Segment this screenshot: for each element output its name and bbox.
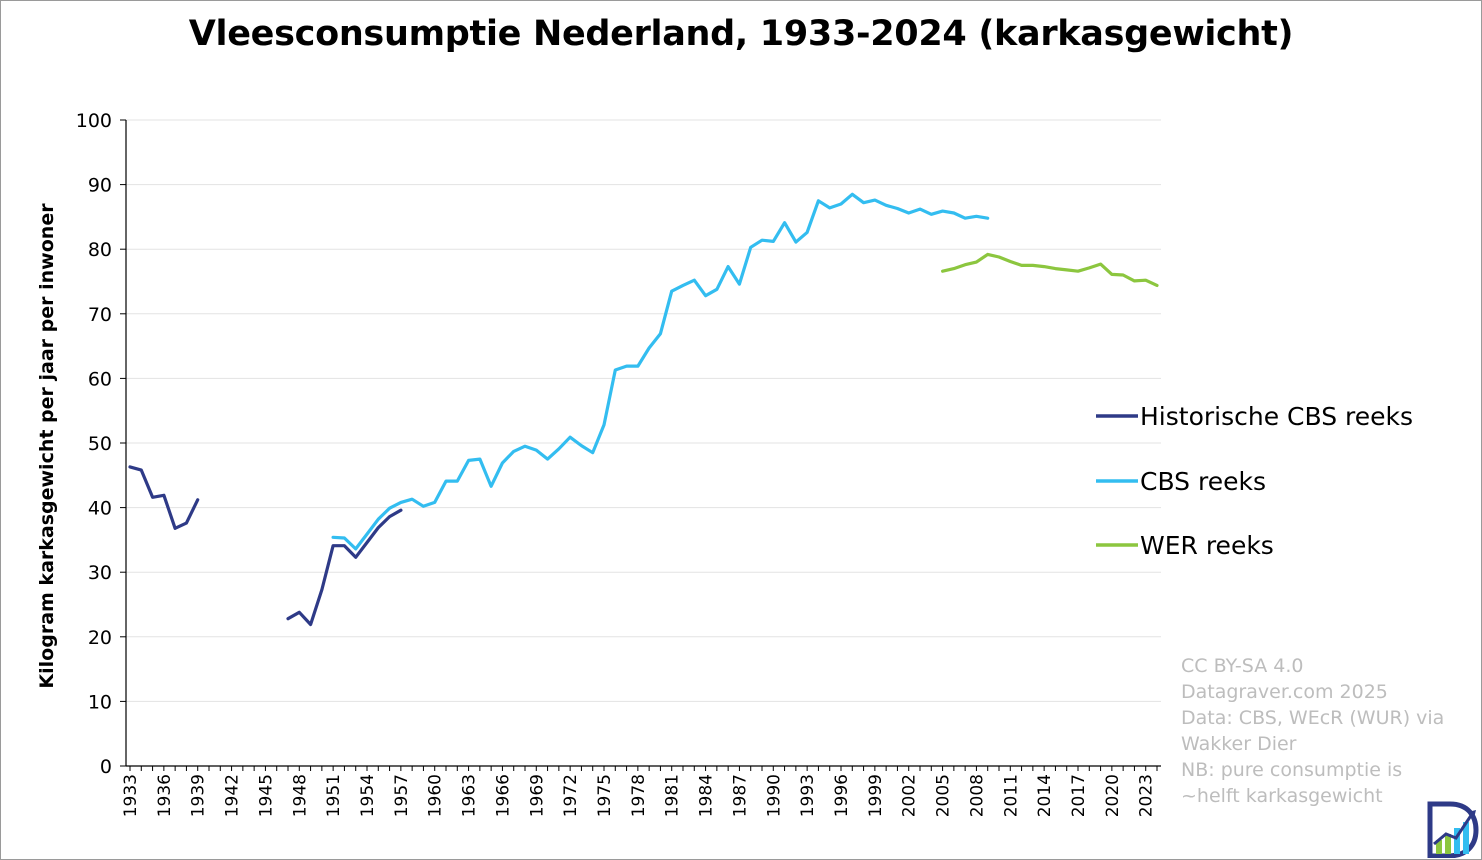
x-tick-label-1942: 1942 (223, 774, 243, 817)
y-tick-label-0: 0 (100, 756, 112, 778)
y-tick-label-40: 40 (88, 498, 112, 520)
x-tick-label-2023: 2023 (1137, 774, 1157, 817)
x-tick-label-1936: 1936 (155, 774, 175, 817)
x-tick-label-1960: 1960 (426, 774, 446, 817)
note-text: NB: pure consumptie is (1181, 759, 1403, 781)
legend-item-1[interactable]: CBS reeks (1096, 467, 1266, 496)
y-tick-label-80: 80 (88, 239, 112, 261)
y-axis-ticks: 0 10 20 30 40 50 60 70 80 90 100 (76, 110, 126, 778)
x-tick-label-2011: 2011 (1001, 774, 1021, 817)
legend-label-2: WER reeks (1140, 531, 1274, 560)
x-tick-label-2002: 2002 (900, 774, 920, 817)
x-tick-label-1969: 1969 (527, 774, 547, 817)
x-tick-label-1939: 1939 (189, 774, 209, 817)
y-tick-label-50: 50 (88, 433, 112, 455)
x-tick-label-1972: 1972 (561, 774, 581, 817)
legend-item-0[interactable]: Historische CBS reeks (1096, 402, 1413, 431)
series-line-1-segment-0 (331, 192, 990, 551)
x-tick-label-1993: 1993 (798, 774, 818, 817)
note-text-cont: ~helft karkasgewicht (1181, 785, 1383, 807)
legend-label-1: CBS reeks (1140, 467, 1266, 496)
x-tick-label-1981: 1981 (663, 774, 683, 817)
x-tick-label-1975: 1975 (595, 774, 615, 817)
y-tick-label-90: 90 (88, 175, 112, 197)
license-text: CC BY-SA 4.0 (1181, 655, 1304, 677)
series-lines (128, 192, 1159, 627)
credits-block: CC BY-SA 4.0 Datagraver.com 2025 Data: C… (1181, 653, 1481, 809)
site-text: Datagraver.com 2025 (1181, 681, 1388, 703)
series-line-0-segment-1 (286, 508, 403, 627)
x-tick-label-1954: 1954 (358, 774, 378, 817)
y-tick-label-60: 60 (88, 368, 112, 390)
x-tick-label-2020: 2020 (1103, 774, 1123, 817)
series-line-0-segment-0 (128, 465, 200, 530)
x-tick-label-2017: 2017 (1069, 774, 1089, 817)
x-tick-label-1978: 1978 (629, 774, 649, 817)
x-tick-label-2005: 2005 (934, 774, 954, 817)
y-tick-label-30: 30 (88, 562, 112, 584)
x-tick-label-1948: 1948 (290, 774, 310, 817)
source-text: Data: CBS, WEcR (WUR) via (1181, 707, 1445, 729)
x-tick-label-1987: 1987 (730, 774, 750, 817)
x-tick-label-1951: 1951 (324, 774, 344, 817)
legend-label-0: Historische CBS reeks (1140, 402, 1413, 431)
x-tick-label-1966: 1966 (493, 774, 513, 817)
y-tick-label-10: 10 (88, 691, 112, 713)
x-tick-label-2014: 2014 (1035, 774, 1055, 817)
legend[interactable]: Historische CBS reeks CBS reeks WER reeks (1096, 402, 1413, 560)
y-tick-label-70: 70 (88, 304, 112, 326)
x-tick-label-1996: 1996 (832, 774, 852, 817)
y-axis-label: Kilogram karkasgewicht per jaar per inwo… (36, 203, 58, 689)
x-tick-label-1999: 1999 (866, 774, 886, 817)
x-tick-label-1990: 1990 (764, 774, 784, 817)
x-tick-label-1984: 1984 (697, 774, 717, 817)
gridlines (126, 119, 1161, 702)
x-tick-label-1945: 1945 (256, 774, 276, 817)
x-tick-label-1963: 1963 (460, 774, 480, 817)
datagraver-logo-icon[interactable] (1424, 800, 1480, 858)
legend-item-2[interactable]: WER reeks (1096, 531, 1274, 560)
x-tick-label-2008: 2008 (967, 774, 987, 817)
x-tick-label-1957: 1957 (392, 774, 412, 817)
source-text-cont: Wakker Dier (1181, 733, 1297, 755)
x-tick-label-1933: 1933 (121, 774, 141, 817)
series-line-2-segment-0 (940, 252, 1159, 287)
y-tick-label-20: 20 (88, 627, 112, 649)
x-axis-ticks: 1933 1936 1939 1942 1945 1948 1951 1954 1957 1960… (121, 766, 1158, 817)
y-tick-label-100: 100 (76, 110, 112, 132)
chart-title: Vleesconsumptie Nederland, 1933-2024 (ka… (188, 14, 1294, 54)
